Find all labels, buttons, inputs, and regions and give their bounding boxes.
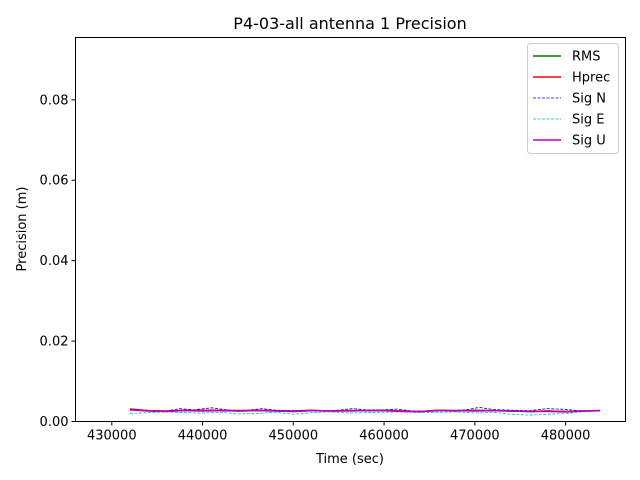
y-tick-label: 0.02 (40, 335, 69, 350)
series-layer (129, 407, 601, 416)
x-tick-label: 460000 (359, 429, 409, 444)
x-tick-label: 430000 (87, 429, 137, 444)
legend: RMS Hprec Sig N Sig E Sig U (527, 43, 619, 154)
legend-label: Sig E (572, 113, 604, 128)
y-tick-label: 0.08 (40, 93, 69, 108)
y-tick-label: 0.00 (40, 415, 69, 430)
x-axis-ticks: 430000 440000 450000 460000 470000 480000 (87, 421, 591, 444)
series-line-sig-u (129, 409, 601, 413)
legend-frame (527, 43, 619, 154)
legend-label: Hprec (572, 71, 610, 86)
y-tick-label: 0.04 (40, 254, 69, 269)
y-axis-ticks: 0.00 0.02 0.04 0.06 0.08 (40, 93, 76, 430)
y-axis-label: Precision (m) (15, 187, 30, 272)
legend-label: Sig U (572, 134, 606, 149)
x-tick-label: 440000 (178, 429, 228, 444)
chart-title: P4-03-all antenna 1 Precision (233, 14, 466, 33)
x-tick-label: 450000 (269, 429, 319, 444)
x-tick-label: 480000 (541, 429, 591, 444)
legend-label: RMS (572, 50, 601, 65)
legend-label: Sig N (572, 92, 606, 107)
series-line-sig-e (129, 410, 601, 416)
x-axis-label: Time (sec) (315, 452, 384, 467)
y-tick-label: 0.06 (40, 174, 69, 189)
x-tick-label: 470000 (450, 429, 500, 444)
series-line-sig-n (129, 407, 601, 412)
